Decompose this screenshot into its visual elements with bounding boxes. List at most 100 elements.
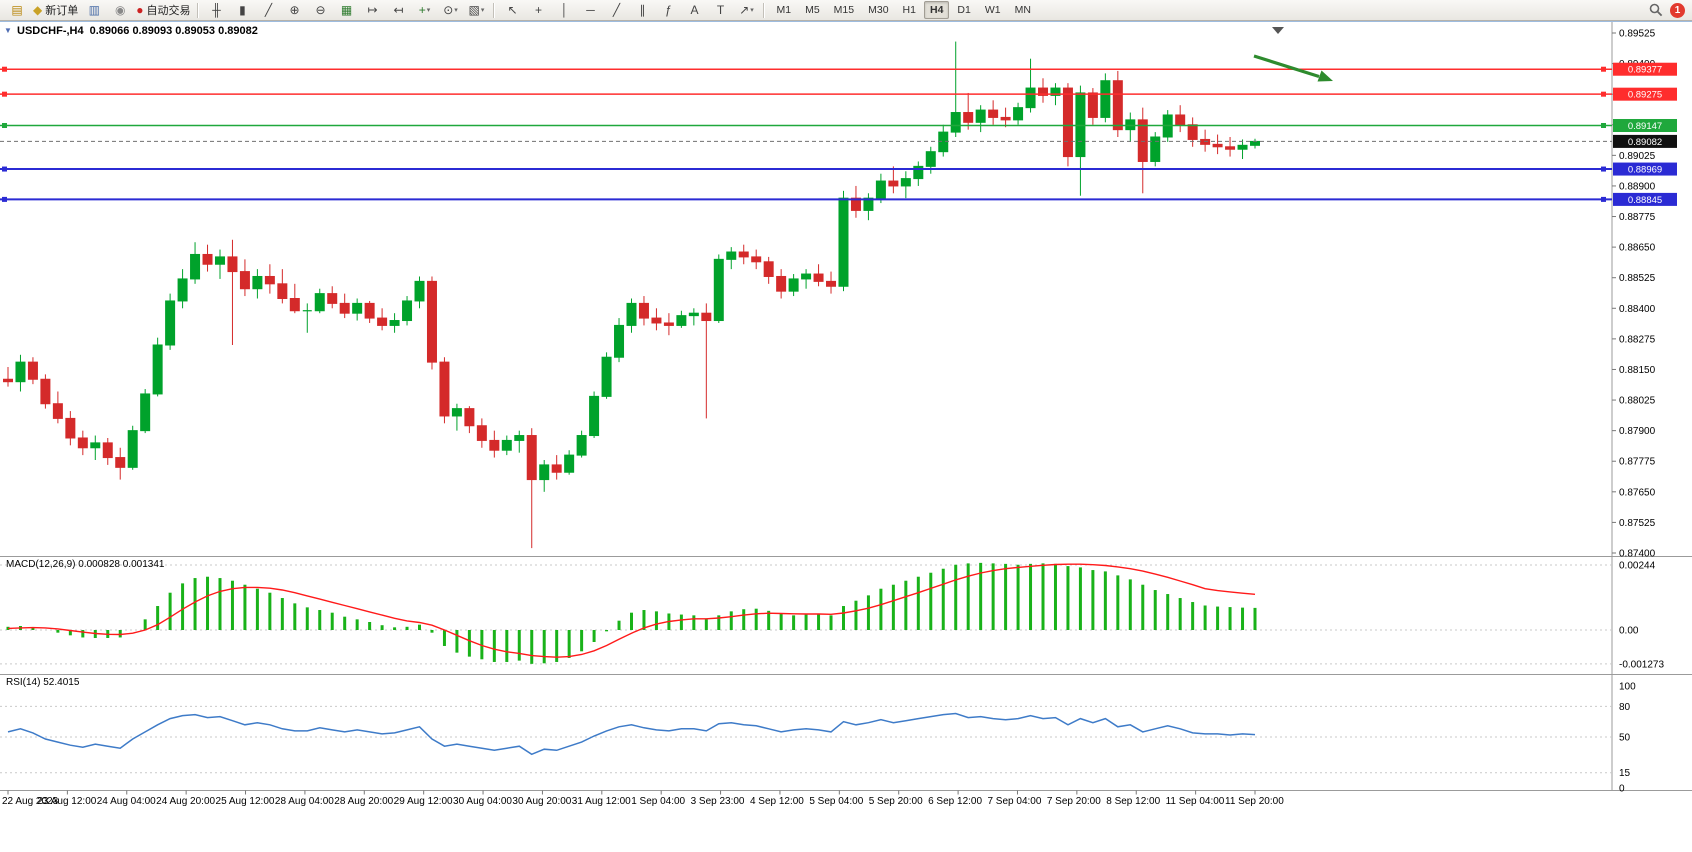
indicators-dropdown-icon[interactable]: ▾ [426,7,431,14]
svg-text:0.88650: 0.88650 [1619,243,1656,254]
svg-text:15: 15 [1619,768,1631,779]
templates-button[interactable]: ▧ ▾ [463,0,489,20]
svg-text:24 Aug 04:00: 24 Aug 04:00 [97,796,156,807]
crosshair-button[interactable]: + [525,0,551,20]
new-order-button[interactable]: ◆ 新订单 [30,0,81,20]
tile-windows-button[interactable]: ▦ [333,0,359,20]
auto-scroll-icon: ↦ [367,3,378,17]
fibonacci-icon: ƒ [665,3,672,17]
svg-text:31 Aug 12:00: 31 Aug 12:00 [572,796,631,807]
zoom-out-button[interactable]: ⊖ [307,0,333,20]
macd-histogram [6,562,1257,664]
notification-badge[interactable]: 1 [1670,2,1685,18]
indicators-button[interactable]: + ▾ [411,0,437,20]
svg-text:6 Sep 12:00: 6 Sep 12:00 [928,796,982,807]
svg-text:0.88525: 0.88525 [1619,273,1656,284]
svg-text:7 Sep 20:00: 7 Sep 20:00 [1047,796,1101,807]
channel-button[interactable]: ∥ [629,0,655,20]
svg-text:0.87525: 0.87525 [1619,518,1656,529]
svg-text:0.89082: 0.89082 [1628,137,1662,148]
crosshair-icon: + [534,3,542,17]
vertical-line-icon: │ [560,3,569,17]
trendline-button[interactable]: ╱ [603,0,629,20]
chart-line-button[interactable]: ╱ [255,0,281,20]
timeframe-mn-button[interactable]: MN [1014,4,1031,16]
price-badge-0.88969 [1613,162,1677,176]
svg-text:5 Sep 20:00: 5 Sep 20:00 [869,796,923,807]
collapse-chart-icon[interactable]: ▼ [4,26,12,35]
cursor-icon: ↖ [507,3,518,17]
timeframe-m15-button[interactable]: M15 [833,4,855,16]
svg-text:0.88150: 0.88150 [1619,365,1656,376]
svg-text:0.88969: 0.88969 [1628,165,1662,176]
hline-objects[interactable] [0,66,1612,202]
timeframe-w1-button[interactable]: W1 [984,4,1001,16]
svg-text:30 Aug 20:00: 30 Aug 20:00 [512,796,571,807]
fibonacci-button[interactable]: ƒ [655,0,681,20]
chart-candles-icon: ▮ [239,3,246,17]
price-badge-0.89275 [1613,87,1677,101]
svg-text:0.87900: 0.87900 [1619,426,1656,437]
svg-text:22 Aug 2023: 22 Aug 2023 [2,796,59,807]
svg-text:23 Aug 12:00: 23 Aug 12:00 [37,796,96,807]
svg-text:0.87400: 0.87400 [1619,548,1656,559]
svg-text:0.89147: 0.89147 [1628,121,1662,132]
indicators-icon: + [418,3,426,17]
timeframe-m5-button[interactable]: M5 [805,4,820,16]
horizontal-line-icon: ─ [586,3,595,17]
search-icon[interactable] [1649,3,1663,17]
periods-button[interactable]: ⊙ ▾ [437,0,463,20]
arrow-object[interactable] [1253,54,1333,82]
chart-shift-marker[interactable] [1272,27,1284,34]
new-order-label: 新订单 [45,5,79,17]
data-window-button[interactable]: ◉ [107,0,133,20]
toolbar: ▤ ◆ 新订单 ▥ ◉ ● 自动交易 ╫ ▮ ╱ ⊕ ⊖ ▦ ↦ ↤ + ▾ ⊙ ▾ ▧ ▾ ↖ + │ ─ ╱ ∥ ƒ A T ↗ ▾ M1… [0,0,1692,21]
text-button[interactable]: A [681,0,707,20]
templates-icon: ▧ [468,3,480,17]
price-badges: 0.89377 0.89275 0.89147 0.88969 0.88845 0.890… [1613,62,1677,206]
svg-text:-0.001273: -0.001273 [1619,659,1664,670]
vertical-line-button[interactable]: │ [551,0,577,20]
profiles-button[interactable]: ▥ [81,0,107,20]
timeframe-h4-button[interactable]: H4 [923,1,950,19]
svg-text:0.87775: 0.87775 [1619,457,1656,468]
svg-text:0.00244: 0.00244 [1619,561,1656,572]
profiles-icon: ▥ [88,3,100,17]
svg-text:0: 0 [1619,784,1625,795]
arrows-list-dropdown-icon[interactable]: ▾ [750,7,754,14]
svg-text:0.88775: 0.88775 [1619,212,1656,223]
svg-text:28 Aug 04:00: 28 Aug 04:00 [275,796,334,807]
autotrading-button[interactable]: ● 自动交易 [133,0,193,20]
toolbar-button-groups: ▤ ◆ 新订单 ▥ ◉ ● 自动交易 ╫ ▮ ╱ ⊕ ⊖ ▦ ↦ ↤ + ▾ ⊙ ▾ ▧ ▾ ↖ + │ ─ ╱ ∥ ƒ A T ↗ ▾ [4,0,759,20]
cursor-button[interactable]: ↖ [499,0,525,20]
timeframe-m1-button[interactable]: M1 [776,4,792,16]
svg-text:8 Sep 12:00: 8 Sep 12:00 [1106,796,1160,807]
svg-text:4 Sep 12:00: 4 Sep 12:00 [750,796,804,807]
svg-text:0.89025: 0.89025 [1619,151,1656,162]
text-icon: A [690,3,699,17]
autotrading-label: 自动交易 [146,5,191,17]
templates-dropdown-icon[interactable]: ▾ [480,7,485,14]
svg-text:1 Sep 04:00: 1 Sep 04:00 [631,796,685,807]
price-axis[interactable]: 0.895250.894000.892750.891500.890250.889… [1612,29,1656,560]
timeframe-d1-button[interactable]: D1 [957,4,971,16]
svg-text:29 Aug 12:00: 29 Aug 12:00 [394,796,453,807]
price-badge-0.89377 [1613,62,1677,76]
autotrading-icon: ● [136,3,144,17]
chart-bars-button[interactable]: ╫ [203,0,229,20]
auto-scroll-button[interactable]: ↦ [359,0,385,20]
new-chart-button[interactable]: ▤ [4,0,30,20]
svg-text:25 Aug 12:00: 25 Aug 12:00 [216,796,275,807]
timeframe-h1-button[interactable]: H1 [902,4,916,16]
periods-dropdown-icon[interactable]: ▾ [454,7,458,14]
chart-candles-button[interactable]: ▮ [229,0,255,20]
arrows-list-button[interactable]: ↗ ▾ [733,0,759,20]
chart-shift-button[interactable]: ↤ [385,0,411,20]
text-label-button[interactable]: T [707,0,733,20]
timeframe-m30-button[interactable]: M30 [868,4,889,16]
horizontal-line-button[interactable]: ─ [577,0,603,20]
zoom-in-button[interactable]: ⊕ [281,0,307,20]
svg-text:80: 80 [1619,702,1631,713]
toolbar-separator [197,2,200,18]
